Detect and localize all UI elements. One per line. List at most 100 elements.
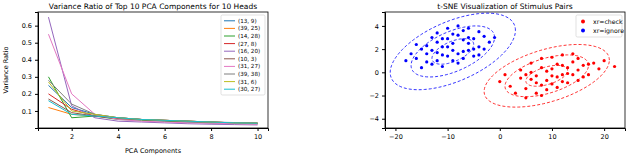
panel: 2468100.10.20.30.40.50.6Variance Ratio o… xyxy=(2,2,269,155)
scatter-point xyxy=(545,88,548,91)
legend: (13, 9)(39, 25)(14, 28)(27, 8)(16, 20)(1… xyxy=(221,15,265,95)
x-tick: 4 xyxy=(117,128,121,141)
legend-label: (31, 27) xyxy=(238,63,260,69)
scatter-point xyxy=(540,94,543,97)
y-axis-label: Variance Ratio xyxy=(2,47,10,94)
scatter-point xyxy=(566,81,569,84)
scatter-point xyxy=(556,75,559,78)
y-tick: −2 xyxy=(369,92,385,100)
scatter-point xyxy=(488,41,491,44)
legend: xr=check xr=ignore xyxy=(576,15,624,37)
x-tick: 8 xyxy=(210,128,214,141)
x-tick-mark xyxy=(500,128,501,131)
plot-frame xyxy=(38,12,268,128)
scatter-point xyxy=(571,60,574,63)
scatter-point xyxy=(425,44,428,47)
scatter-point xyxy=(576,79,579,82)
x-tick-label: 10 xyxy=(548,133,556,141)
scatter-point xyxy=(529,71,532,74)
scatter-point xyxy=(524,73,527,76)
series-line xyxy=(48,99,257,123)
legend-box xyxy=(221,15,265,95)
scatter-point xyxy=(535,74,538,77)
scatter-point xyxy=(509,85,512,88)
scatter-point xyxy=(550,82,553,85)
legend-label: (39, 25) xyxy=(238,25,260,31)
confidence-ellipse xyxy=(432,39,474,65)
scatter-point xyxy=(514,92,517,95)
scatter-point xyxy=(462,50,465,53)
legend-label: (14, 28) xyxy=(238,33,260,39)
legend-swatch xyxy=(224,74,235,75)
scatter-point xyxy=(430,36,433,39)
y-tick-mark xyxy=(35,111,38,112)
y-tick-mark xyxy=(382,96,385,97)
scatter-point xyxy=(456,61,459,64)
legend-label: (27, 8) xyxy=(238,41,257,47)
scatter-point xyxy=(472,37,475,40)
scatter-point xyxy=(561,64,564,67)
legend-label: xr=ignore xyxy=(593,27,624,35)
legend-label: xr=check xyxy=(593,18,623,25)
scatter-point xyxy=(561,73,564,76)
scatter-point xyxy=(603,59,606,62)
x-tick-mark xyxy=(211,128,212,131)
y-tick: 0.2 xyxy=(22,90,38,98)
scatter-point xyxy=(404,59,407,62)
x-axis: 246810 xyxy=(39,128,269,141)
y-tick: 0.5 xyxy=(22,39,38,47)
x-tick-label: 20 xyxy=(600,133,608,141)
scatter-point xyxy=(451,32,454,35)
y-axis-line xyxy=(382,13,386,129)
legend-swatch xyxy=(224,89,235,90)
scatter-point xyxy=(436,31,439,34)
scatter-point xyxy=(587,63,590,66)
scatter-point xyxy=(571,73,574,76)
scatter-point xyxy=(592,61,595,64)
scatter-point xyxy=(425,52,428,55)
y-tick-label: 0.2 xyxy=(22,90,32,98)
legend-swatch xyxy=(224,58,235,59)
y-tick-label: −4 xyxy=(369,115,379,123)
y-tick-label: 0.5 xyxy=(22,39,32,47)
scatter-point xyxy=(456,24,459,27)
scatter-point xyxy=(451,59,454,62)
figure: 2468100.10.20.30.40.50.6Variance Ratio o… xyxy=(0,0,640,157)
x-tick: −20 xyxy=(389,128,403,141)
x-tick-mark xyxy=(258,128,259,131)
scatter-point xyxy=(529,78,532,81)
scatter-point xyxy=(441,65,444,68)
scatter-point xyxy=(540,66,543,69)
legend-label: (31, 6) xyxy=(238,79,257,85)
x-tick-mark xyxy=(72,128,73,131)
legend-swatch xyxy=(581,29,585,33)
y-tick-mark xyxy=(382,72,385,73)
scatter-point xyxy=(472,54,475,57)
scatter-point xyxy=(446,45,449,48)
scatter-point xyxy=(571,52,574,55)
y-tick: 0 xyxy=(375,69,385,77)
scatter-point xyxy=(462,57,465,60)
scatter-point xyxy=(550,67,553,70)
x-tick: 2 xyxy=(70,128,74,141)
confidence-ellipse xyxy=(505,55,588,97)
legend-label: (13, 9) xyxy=(238,18,257,24)
scatter-point xyxy=(545,70,548,73)
legend-label: (39, 38) xyxy=(238,71,260,77)
x-tick-label: 10 xyxy=(254,133,262,141)
scatter-point xyxy=(535,81,538,84)
scatter-point xyxy=(462,29,465,32)
scatter-point xyxy=(535,92,538,95)
y-tick-mark xyxy=(35,94,38,95)
legend-swatch xyxy=(224,20,235,21)
legend-swatch xyxy=(224,51,235,52)
scatter-point xyxy=(446,37,449,40)
scatter-point xyxy=(467,42,470,45)
x-tick-label: 4 xyxy=(117,133,121,141)
y-tick-mark xyxy=(35,60,38,61)
scatter-point xyxy=(540,57,543,60)
scatter-point xyxy=(467,27,470,30)
y-axis-line xyxy=(35,13,39,129)
scatter-point xyxy=(529,61,532,64)
x-tick-label: 8 xyxy=(210,133,214,141)
